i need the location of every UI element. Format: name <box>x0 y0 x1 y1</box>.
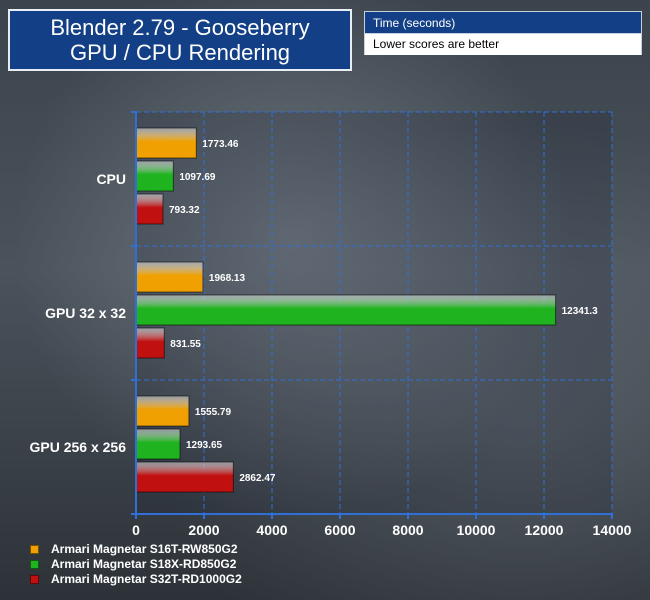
data-label: 1773.46 <box>202 139 239 150</box>
bar <box>135 160 174 192</box>
labels: 0 2000 4000 6000 8000 10000 12000 14000 CPU 1773.… <box>29 139 631 538</box>
data-label: 12341.3 <box>562 306 599 317</box>
x-tick-label: 2000 <box>188 522 219 538</box>
category-label: GPU 256 x 256 <box>29 439 126 455</box>
x-tick-label: 0 <box>132 522 140 538</box>
title-line-1: Blender 2.79 - Gooseberry <box>50 15 310 40</box>
bar <box>135 327 165 359</box>
x-tick-label: 14000 <box>593 522 632 538</box>
info-box: Time (seconds) Lower scores are better <box>364 11 642 55</box>
x-tick-label: 4000 <box>256 522 287 538</box>
category-label: GPU 32 x 32 <box>45 305 126 321</box>
metric-label: Time (seconds) <box>365 12 641 34</box>
bar <box>135 261 204 293</box>
bar <box>135 395 190 427</box>
legend-label-1: Armari Magnetar S16T-RW850G2 <box>51 542 238 556</box>
data-label: 793.32 <box>169 205 200 216</box>
legend-item: Armari Magnetar S18X-RD850G2 <box>30 557 242 572</box>
data-label: 1097.69 <box>179 172 216 183</box>
legend-item: Armari Magnetar S32T-RD1000G2 <box>30 572 242 587</box>
category-label: CPU <box>96 171 126 187</box>
legend-swatch-2 <box>30 560 39 569</box>
data-label: 1555.79 <box>195 407 232 418</box>
data-label: 1968.13 <box>209 273 246 284</box>
legend-label-2: Armari Magnetar S18X-RD850G2 <box>51 557 237 571</box>
bar <box>135 294 557 326</box>
x-tick-label: 10000 <box>457 522 496 538</box>
legend: Armari Magnetar S16T-RW850G2 Armari Magn… <box>30 542 242 587</box>
bar <box>135 127 197 159</box>
axes <box>131 111 613 519</box>
legend-item: Armari Magnetar S16T-RW850G2 <box>30 542 242 557</box>
bar <box>135 193 164 225</box>
bars <box>135 127 557 493</box>
legend-swatch-1 <box>30 545 39 554</box>
data-label: 831.55 <box>170 339 201 350</box>
bar <box>135 428 181 460</box>
x-tick-label: 12000 <box>525 522 564 538</box>
score-note: Lower scores are better <box>365 34 641 55</box>
legend-label-3: Armari Magnetar S32T-RD1000G2 <box>51 572 242 586</box>
legend-swatch-3 <box>30 575 39 584</box>
bar <box>135 461 234 493</box>
chart-title: Blender 2.79 - Gooseberry GPU / CPU Rend… <box>8 9 352 71</box>
title-line-2: GPU / CPU Rendering <box>69 40 291 65</box>
x-tick-label: 6000 <box>324 522 355 538</box>
data-label: 1293.65 <box>186 440 223 451</box>
x-tick-label: 8000 <box>392 522 423 538</box>
data-label: 2862.47 <box>239 473 276 484</box>
